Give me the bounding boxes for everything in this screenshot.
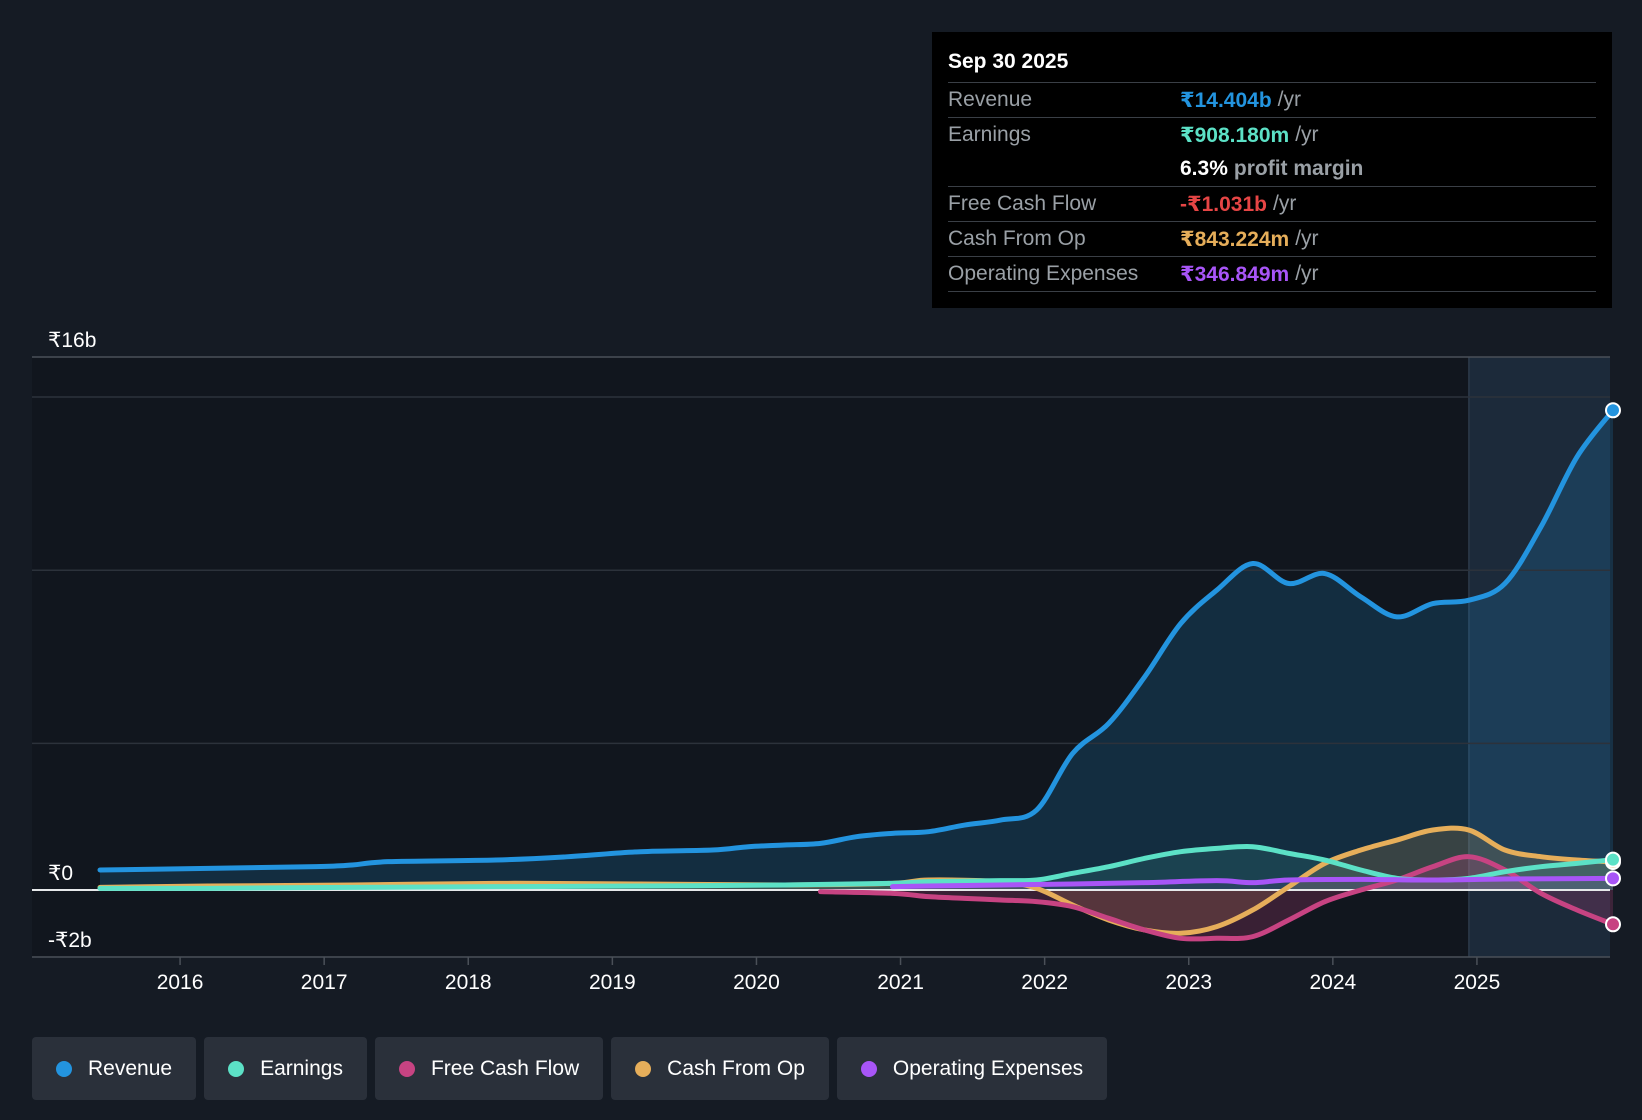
tooltip-label-opex: Operating Expenses: [948, 262, 1139, 285]
series-endpoint-revenue: [1605, 402, 1621, 419]
legend-item-earnings[interactable]: Earnings: [204, 1037, 367, 1100]
series-endpoint-opex: [1605, 870, 1621, 887]
tooltip-row-cfo: Cash From Op ₹843.224m /yr: [948, 221, 1596, 256]
x-tick-label: 2016: [157, 971, 204, 994]
x-tick-label: 2023: [1165, 971, 1212, 994]
legend-label-cfo: Cash From Op: [667, 1056, 805, 1080]
tooltip-value-fcf: -₹1.031b: [1180, 192, 1267, 216]
tooltip-value-opex: ₹346.849m: [1180, 262, 1290, 286]
series-endpoint-fcf: [1605, 916, 1621, 933]
legend-dot-cfo: [635, 1060, 652, 1077]
legend-label-revenue: Revenue: [88, 1056, 173, 1080]
tooltip-row-earnings: Earnings ₹908.180m /yr: [948, 117, 1596, 152]
x-tick-label: 2019: [589, 971, 636, 994]
x-tick-label: 2017: [301, 971, 348, 994]
y-tick-label: -₹2b: [48, 929, 92, 952]
tooltip-label-revenue: Revenue: [948, 88, 1033, 111]
tooltip-unit-fcf: /yr: [1272, 192, 1297, 215]
tooltip-unit-cfo: /yr: [1295, 227, 1319, 250]
chart-legend: Revenue Earnings Free Cash Flow Cash Fro…: [32, 1037, 1108, 1100]
x-tick-label: 2020: [733, 971, 780, 994]
legend-label-earnings: Earnings: [260, 1056, 343, 1080]
series-endpoint-earnings: [1605, 851, 1621, 868]
legend-item-fcf[interactable]: Free Cash Flow: [374, 1037, 604, 1100]
series-area-cfo: [100, 828, 1613, 934]
data-tooltip: Sep 30 2025 Revenue ₹14.404b /yr Earning…: [932, 32, 1612, 308]
tooltip-unit-margin: profit margin: [1233, 157, 1364, 180]
series-line-fcf: [817, 854, 1616, 942]
y-tick-label: ₹0: [48, 862, 73, 885]
x-tick-label: 2022: [1021, 971, 1068, 994]
tooltip-row-margin: 6.3% profit margin: [948, 152, 1596, 186]
legend-label-fcf: Free Cash Flow: [430, 1056, 580, 1080]
plot-background: [32, 357, 1469, 957]
series-line-revenue: [97, 407, 1616, 873]
x-tick-label: 2024: [1309, 971, 1356, 994]
tooltip-row-revenue: Revenue ₹14.404b /yr: [948, 82, 1596, 117]
tooltip-label-cfo: Cash From Op: [948, 227, 1086, 250]
tooltip-label-fcf: Free Cash Flow: [948, 192, 1097, 215]
tooltip-row-opex: Operating Expenses ₹346.849m /yr: [948, 256, 1596, 292]
tooltip-row-fcf: Free Cash Flow -₹1.031b /yr: [948, 186, 1596, 221]
tooltip-value-earnings: ₹908.180m: [1180, 123, 1290, 147]
legend-dot-revenue: [56, 1060, 72, 1077]
tooltip-value-cfo: ₹843.224m: [1180, 227, 1290, 251]
tooltip-unit-earnings: /yr: [1295, 123, 1319, 146]
series-area-revenue: [100, 410, 1613, 890]
tooltip-date: Sep 30 2025: [948, 50, 1069, 73]
legend-dot-earnings: [228, 1060, 245, 1077]
legend-dot-fcf: [398, 1060, 415, 1077]
series-line-opex: [890, 875, 1616, 890]
tooltip-unit-opex: /yr: [1295, 262, 1319, 285]
legend-label-opex: Operating Expenses: [892, 1056, 1084, 1080]
y-tick-label: ₹16b: [48, 329, 96, 352]
legend-item-opex[interactable]: Operating Expenses: [836, 1037, 1108, 1100]
tooltip-label-earnings: Earnings: [948, 123, 1031, 146]
x-tick-label: 2018: [445, 971, 492, 994]
x-tick-label: 2025: [1454, 971, 1501, 994]
tooltip-value-margin: 6.3%: [1180, 157, 1228, 180]
legend-dot-opex: [860, 1060, 877, 1077]
legend-item-cfo[interactable]: Cash From Op: [611, 1037, 829, 1100]
legend-item-revenue[interactable]: Revenue: [32, 1037, 197, 1100]
tooltip-value-revenue: ₹14.404b: [1180, 88, 1272, 112]
tooltip-unit-revenue: /yr: [1277, 88, 1301, 111]
x-tick-label: 2021: [877, 971, 924, 994]
